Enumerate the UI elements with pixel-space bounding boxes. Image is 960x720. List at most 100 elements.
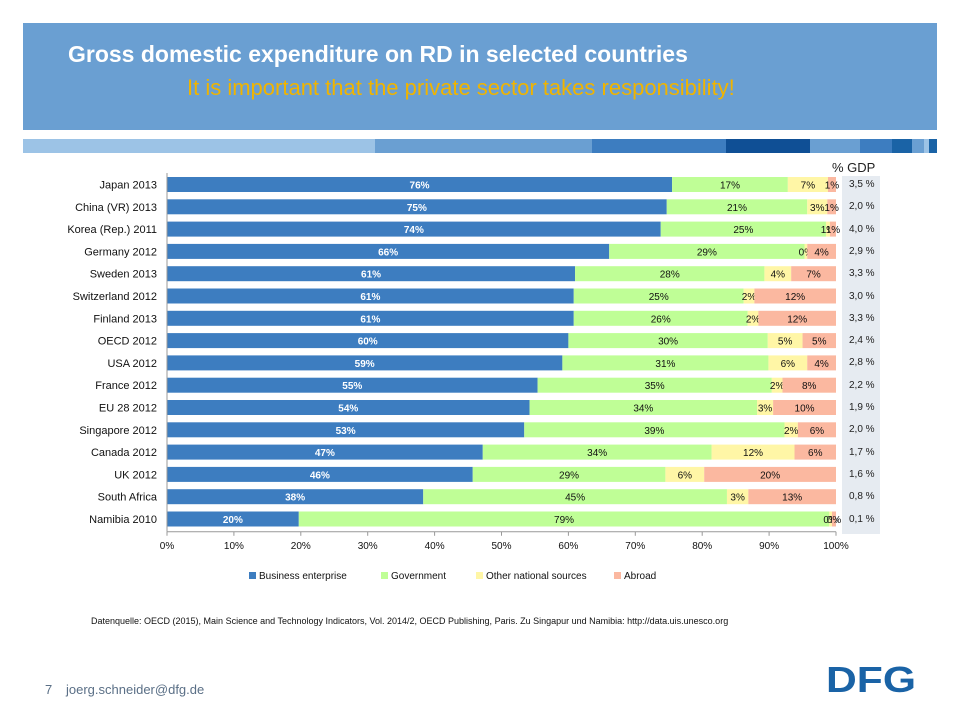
bar-segment — [568, 333, 768, 349]
gdp-value: 3,5 % — [849, 179, 875, 190]
data-label: 8% — [802, 381, 817, 392]
bar-segment — [804, 243, 808, 259]
category-label: Japan 2013 — [100, 180, 158, 192]
bar-segment — [167, 310, 574, 326]
x-tick-label: 100% — [823, 541, 849, 552]
bar-segment — [672, 177, 788, 192]
bar-segment — [758, 310, 836, 326]
bar-segment — [167, 400, 530, 415]
gdp-value: 3,3 % — [849, 312, 875, 324]
legend-label: Business enterprise — [259, 571, 347, 582]
data-label: 61% — [360, 314, 380, 325]
bar-segment — [167, 466, 473, 482]
bar-segment — [167, 266, 576, 282]
data-label: 28% — [660, 270, 680, 281]
bar-segment — [825, 221, 830, 237]
bar-segment — [167, 444, 483, 460]
data-label: 2% — [746, 314, 761, 325]
category-label: Namibia 2010 — [89, 514, 157, 526]
gdp-value: 1,9 % — [849, 402, 875, 413]
data-label: 26% — [651, 314, 671, 325]
x-tick-label: 10% — [224, 541, 244, 552]
bar-segment — [807, 199, 828, 215]
bar-segment — [787, 177, 828, 192]
data-label: 0% — [827, 515, 842, 526]
data-label: 13% — [782, 493, 802, 504]
data-label: 1% — [825, 181, 840, 192]
bar-segment — [802, 333, 836, 349]
data-label: 29% — [559, 470, 579, 481]
bar-segment — [482, 444, 712, 460]
bar-segment — [797, 422, 836, 438]
category-label: Singapore 2012 — [79, 425, 157, 437]
data-label: 46% — [310, 470, 330, 481]
bar-segment — [827, 177, 836, 192]
x-tick-label: 60% — [558, 541, 578, 552]
x-tick-label: 90% — [759, 541, 779, 552]
bar-segment — [167, 422, 525, 438]
legend-swatch — [476, 572, 483, 579]
data-label: 1% — [824, 203, 839, 214]
bar-segment — [748, 489, 836, 505]
data-label: 6% — [781, 359, 796, 370]
x-tick-label: 70% — [625, 541, 645, 552]
slide-subtitle: It is important that the private sector … — [187, 75, 735, 100]
bar-segment — [757, 400, 774, 415]
data-label: 45% — [565, 493, 585, 504]
data-label: 3% — [730, 493, 745, 504]
bar-segment — [167, 377, 538, 393]
bar-segment — [768, 355, 808, 371]
data-label: 10% — [795, 404, 815, 415]
gdp-value: 1,6 % — [849, 468, 875, 480]
x-tick-label: 50% — [491, 541, 511, 552]
bar-segment — [782, 377, 836, 393]
bar-segment — [167, 489, 424, 505]
category-label: OECD 2012 — [98, 336, 157, 348]
data-label: 4% — [814, 247, 829, 258]
category-label: France 2012 — [95, 380, 157, 392]
data-label: 6% — [808, 448, 823, 459]
source-note: Datenquelle: OECD (2015), Main Science a… — [91, 616, 729, 626]
data-label: 6% — [810, 426, 825, 437]
data-label: 61% — [361, 270, 381, 281]
bar-segment — [298, 511, 830, 527]
dfg-logo: DFG — [826, 662, 916, 696]
category-label: Switzerland 2012 — [73, 291, 157, 303]
data-label: 4% — [771, 270, 786, 281]
bar-segment — [764, 266, 792, 282]
bar-segment — [726, 489, 749, 505]
bar-segment — [167, 288, 574, 304]
dfg-logo-text: DFG — [826, 662, 916, 696]
bar-segment — [609, 243, 805, 259]
bar-segment — [573, 310, 748, 326]
category-label: UK 2012 — [114, 469, 157, 481]
category-label: EU 28 2012 — [99, 403, 157, 415]
bar-segment — [704, 466, 836, 482]
data-label: 39% — [644, 426, 664, 437]
data-label: 0% — [799, 247, 814, 258]
gdp-value: 2,9 % — [849, 245, 875, 257]
category-label: USA 2012 — [107, 358, 157, 370]
data-label: 29% — [697, 247, 717, 258]
bar-segment — [665, 466, 705, 482]
bar-segment — [575, 266, 765, 282]
category-label: Korea (Rep.) 2011 — [67, 224, 157, 236]
data-label: 4% — [814, 359, 829, 370]
data-label: 35% — [645, 381, 665, 392]
bar-segment — [167, 177, 673, 192]
data-label: 79% — [554, 515, 574, 526]
gdp-value: 2,2 % — [849, 379, 875, 391]
data-label: 59% — [355, 359, 375, 370]
slide-title: Gross domestic expenditure on RD in sele… — [68, 41, 688, 67]
bar-segment — [537, 377, 772, 393]
bar-segment — [767, 333, 803, 349]
bar-segment — [831, 511, 836, 527]
bar-segment — [167, 355, 563, 371]
bar-segment — [562, 355, 769, 371]
category-label: Germany 2012 — [84, 246, 157, 258]
data-label: 61% — [360, 292, 380, 303]
bar-segment — [524, 422, 785, 438]
data-label: 66% — [378, 247, 398, 258]
bar-segment — [773, 400, 836, 415]
data-label: 47% — [315, 448, 335, 459]
